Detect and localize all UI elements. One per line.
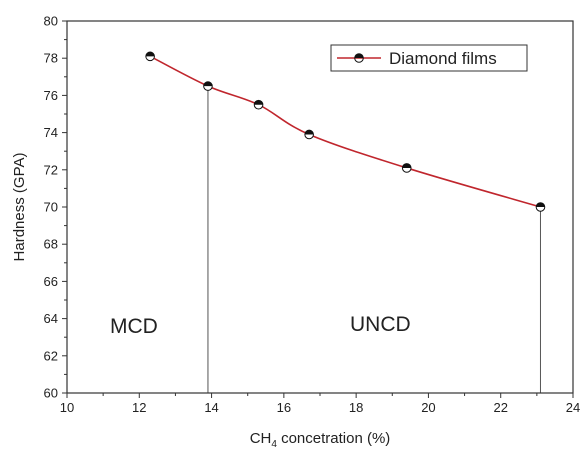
data-point — [535, 202, 546, 212]
y-tick-label: 80 — [44, 14, 58, 29]
region-label-mcd: MCD — [110, 315, 158, 338]
x-tick-labels: 10 12 14 16 18 20 22 24 — [60, 400, 580, 415]
y-axis-label: Hardness (GPA) — [11, 153, 28, 262]
x-tick-label: 14 — [204, 400, 218, 415]
x-tick-label: 16 — [277, 400, 291, 415]
y-tick-label: 62 — [44, 348, 58, 363]
series-line-diamond-films — [149, 55, 541, 208]
data-point — [401, 163, 412, 173]
y-tick-label: 70 — [44, 200, 58, 215]
x-tick-label: 24 — [566, 400, 580, 415]
data-point — [253, 99, 264, 110]
legend: Diamond films — [330, 44, 528, 72]
data-point — [304, 129, 314, 140]
y-tick-labels: 60 62 64 66 68 70 72 74 76 78 80 — [44, 14, 58, 401]
data-point — [145, 51, 155, 62]
legend-marker — [354, 53, 364, 63]
region-divider-lines — [207, 86, 541, 393]
x-tick-label: 12 — [132, 400, 146, 415]
x-tick-label: 22 — [493, 400, 507, 415]
y-tick-label: 74 — [44, 125, 58, 140]
data-point — [203, 81, 213, 91]
axis-ticks — [62, 20, 574, 398]
y-tick-label: 72 — [44, 162, 58, 177]
y-tick-label: 66 — [44, 274, 58, 289]
y-tick-label: 78 — [44, 51, 58, 66]
y-tick-label: 76 — [44, 88, 58, 103]
plot-frame — [66, 20, 574, 394]
y-tick-label: 64 — [44, 311, 58, 326]
x-tick-label: 20 — [421, 400, 435, 415]
legend-entry-label: Diamond films — [389, 49, 497, 68]
region-label-uncd: UNCD — [350, 313, 411, 336]
y-tick-label: 68 — [44, 237, 58, 252]
x-tick-label: 10 — [60, 400, 74, 415]
x-tick-label: 18 — [349, 400, 363, 415]
data-points — [145, 51, 546, 212]
x-axis-label: CH4 concetration (%) — [250, 430, 391, 450]
y-tick-label: 60 — [44, 386, 58, 401]
